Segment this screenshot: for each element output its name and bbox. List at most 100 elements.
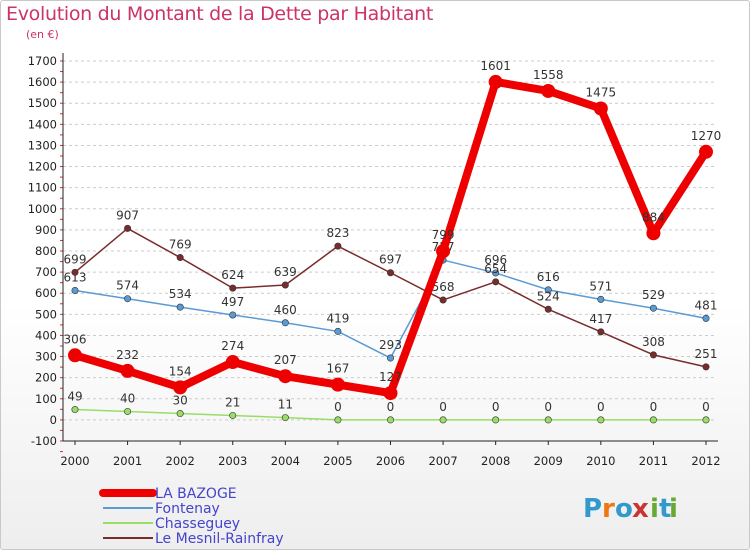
data-label: 251 xyxy=(695,347,718,361)
data-point xyxy=(439,296,447,304)
data-point xyxy=(702,363,710,371)
data-label: 40 xyxy=(120,391,135,405)
logo-letter: r xyxy=(602,494,615,524)
data-point xyxy=(702,416,710,424)
data-point xyxy=(71,286,79,294)
y-tick-label: 1600 xyxy=(28,75,57,89)
data-label: 616 xyxy=(537,270,560,284)
data-label: 613 xyxy=(64,270,87,284)
data-label: 696 xyxy=(484,253,507,267)
data-label: 274 xyxy=(221,339,244,353)
data-point xyxy=(597,416,605,424)
logo-letter: o xyxy=(615,494,633,524)
data-label: 0 xyxy=(650,400,658,414)
data-point xyxy=(436,244,451,259)
data-label: 306 xyxy=(64,332,87,346)
data-label: 624 xyxy=(221,268,244,282)
data-label: 30 xyxy=(173,394,188,408)
data-label: 0 xyxy=(544,400,552,414)
data-label: 823 xyxy=(326,226,349,240)
data-label: 639 xyxy=(274,265,297,279)
data-label: 1558 xyxy=(533,68,564,82)
data-label: 11 xyxy=(278,398,293,412)
data-point xyxy=(281,319,289,327)
logo-letter: P xyxy=(583,494,602,524)
y-tick-label: 1000 xyxy=(28,202,57,216)
data-point xyxy=(281,414,289,422)
data-point xyxy=(544,416,552,424)
data-label: 419 xyxy=(326,311,349,325)
y-tick-label: 300 xyxy=(35,350,57,364)
data-point xyxy=(544,305,552,313)
x-tick-label: 2005 xyxy=(323,454,352,468)
y-tick-label: 200 xyxy=(35,371,57,385)
data-label: 907 xyxy=(116,208,139,222)
data-label: 481 xyxy=(695,298,718,312)
y-tick-label: 900 xyxy=(35,223,57,237)
data-label: 460 xyxy=(274,303,297,317)
data-label: 167 xyxy=(326,362,349,376)
y-tick-label: 0 xyxy=(50,413,57,427)
y-tick-label: 1100 xyxy=(28,181,57,195)
x-tick-label: 2009 xyxy=(534,454,563,468)
data-label: 697 xyxy=(379,253,402,267)
y-tick-label: 100 xyxy=(35,392,57,406)
data-label: 154 xyxy=(169,364,192,378)
y-tick-label: -100 xyxy=(31,434,57,448)
x-tick-label: 2000 xyxy=(60,454,89,468)
y-tick-label: 600 xyxy=(35,286,57,300)
data-point xyxy=(649,304,657,312)
series-fontenay: 613574534497460419293757696616571529481 xyxy=(64,240,718,362)
chart-unit: (en €) xyxy=(26,28,59,41)
logo-letter: x xyxy=(632,494,649,524)
data-point xyxy=(334,327,342,335)
y-tick-label: 400 xyxy=(35,328,57,342)
data-label: 0 xyxy=(492,400,500,414)
y-tick-label: 500 xyxy=(35,307,57,321)
data-point xyxy=(699,144,713,159)
legend-label: Le Mesnil-Rainfray xyxy=(155,531,284,547)
data-point xyxy=(492,269,500,277)
data-point xyxy=(281,281,289,289)
x-tick-label: 2001 xyxy=(113,454,142,468)
logo-letter: i xyxy=(669,494,678,524)
x-tick-label: 2010 xyxy=(586,454,615,468)
x-tick-label: 2003 xyxy=(218,454,247,468)
data-label: 769 xyxy=(169,238,192,252)
x-tick-label: 2002 xyxy=(166,454,195,468)
data-label: 207 xyxy=(274,353,297,367)
chart-title: Evolution du Montant de la Dette par Hab… xyxy=(6,3,434,25)
data-point xyxy=(646,226,661,241)
data-point xyxy=(68,348,82,363)
y-axis: 1700160015001400130012001100100090080070… xyxy=(28,53,64,453)
data-label: 0 xyxy=(597,400,605,414)
data-label: 1270 xyxy=(691,129,722,143)
data-point xyxy=(124,295,132,303)
data-label: 529 xyxy=(642,288,665,302)
x-tick-label: 2004 xyxy=(271,454,300,468)
data-label: 534 xyxy=(169,287,192,301)
data-label: 0 xyxy=(334,400,342,414)
logo-letter: t xyxy=(659,494,671,524)
data-label: 699 xyxy=(64,252,87,266)
data-point xyxy=(278,369,293,384)
x-tick-label: 2006 xyxy=(376,454,405,468)
data-point xyxy=(492,416,500,424)
x-tick-label: 2008 xyxy=(481,454,510,468)
data-label: 21 xyxy=(225,395,240,409)
y-tick-label: 1500 xyxy=(28,96,57,110)
data-point xyxy=(649,351,657,359)
data-point xyxy=(544,286,552,294)
y-tick-label: 1200 xyxy=(28,160,57,174)
series-layer: 6135745344974604192937576966165715294814… xyxy=(64,59,722,424)
data-point xyxy=(386,416,394,424)
series-la-bazoge: 306 232 154 274 207 167 127 799 1601 1558 1475 884 1… xyxy=(64,59,722,401)
data-label: 308 xyxy=(642,335,665,349)
legend-label: LA BAZOGE xyxy=(155,486,237,502)
data-point xyxy=(649,416,657,424)
data-label: 524 xyxy=(537,289,560,303)
